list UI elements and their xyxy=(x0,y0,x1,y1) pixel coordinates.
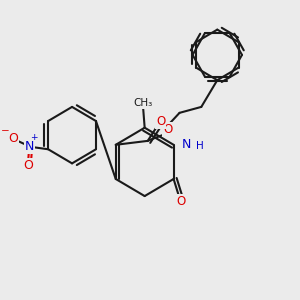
Text: N: N xyxy=(182,138,191,151)
Text: −: − xyxy=(1,125,10,136)
Text: O: O xyxy=(156,115,165,128)
Text: N: N xyxy=(25,140,34,153)
Text: +: + xyxy=(31,134,38,142)
Text: O: O xyxy=(23,159,33,172)
Text: CH₃: CH₃ xyxy=(134,98,153,108)
Text: O: O xyxy=(176,195,185,208)
Text: O: O xyxy=(8,132,18,146)
Text: H: H xyxy=(196,141,204,151)
Text: O: O xyxy=(163,123,172,136)
